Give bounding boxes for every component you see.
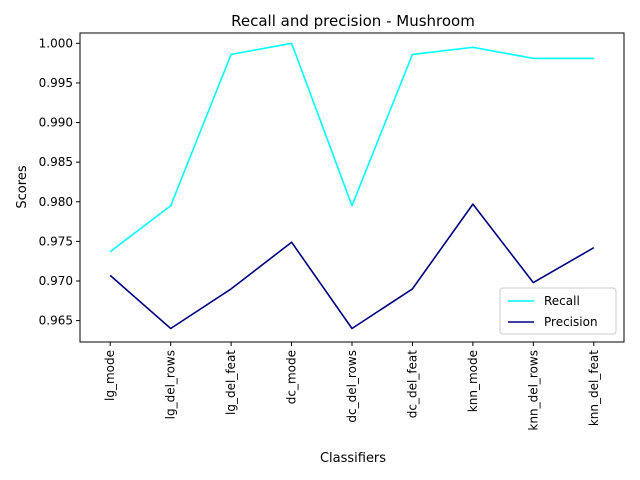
- x-axis: lg_mode lg_del_rows lg_del_feat dc_mode dc_d…: [103, 342, 601, 431]
- legend: Recall Precision: [499, 287, 617, 335]
- x-tick-label: knn_del_rows: [526, 350, 540, 431]
- y-tick-label: 0.990: [39, 116, 73, 130]
- y-tick-label: 0.975: [39, 234, 73, 248]
- x-tick-label: knn_mode: [466, 350, 480, 412]
- x-tick-label: lg_del_feat: [224, 350, 238, 415]
- y-tick-label: 0.970: [39, 274, 73, 288]
- y-axis-title: Scores: [15, 165, 30, 208]
- y-tick-label: 0.965: [39, 314, 73, 328]
- series-line-precision: [109, 203, 595, 330]
- series-line-recall: [109, 42, 594, 253]
- x-axis-title: Classifiers: [320, 451, 386, 466]
- x-tick-label: lg_del_rows: [164, 350, 178, 419]
- x-tick-label: dc_mode: [285, 350, 299, 404]
- x-tick-label: dc_del_rows: [345, 350, 359, 423]
- x-tick-label: knn_del_feat: [587, 350, 601, 426]
- y-tick-label: 1.000: [39, 36, 73, 50]
- legend-label-recall: Recall: [544, 294, 580, 308]
- chart-title: Recall and precision - Mushroom: [231, 12, 475, 30]
- legend-label-precision: Precision: [544, 315, 598, 329]
- x-tick-label: dc_del_feat: [405, 350, 419, 419]
- y-axis: 0.965 0.970 0.975 0.980 0.985 0.990 0.995 1.000: [39, 36, 80, 328]
- y-tick-label: 0.995: [39, 76, 73, 90]
- y-tick-label: 0.980: [39, 195, 73, 209]
- y-tick-label: 0.985: [39, 155, 73, 169]
- x-tick-label: lg_mode: [103, 350, 117, 401]
- series-layer: [109, 42, 595, 330]
